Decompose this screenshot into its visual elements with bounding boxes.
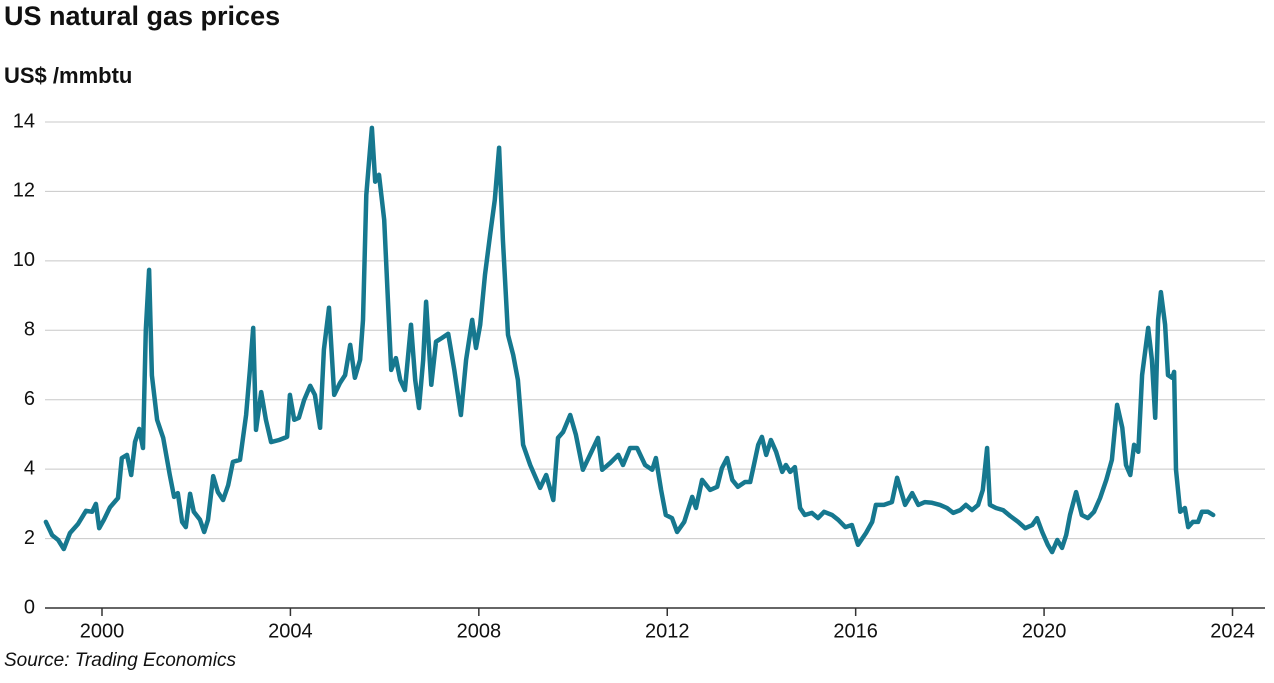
source-note: Source: Trading Economics xyxy=(4,650,236,671)
y-tick-label: 14 xyxy=(13,110,35,132)
x-tick-label: 2000 xyxy=(80,620,125,642)
y-tick-label: 10 xyxy=(13,249,35,271)
x-tick-label: 2012 xyxy=(645,620,690,642)
y-tick-label: 12 xyxy=(13,180,35,202)
y-axis-label: US$ /mmbtu xyxy=(4,63,132,88)
y-tick-label: 6 xyxy=(24,388,35,410)
x-tick-label: 2024 xyxy=(1210,620,1255,642)
x-tick-label: 2020 xyxy=(1022,620,1067,642)
y-tick-label: 2 xyxy=(24,527,35,549)
x-tick-label: 2016 xyxy=(833,620,878,642)
x-tick-label: 2004 xyxy=(268,620,313,642)
y-tick-label: 4 xyxy=(24,457,35,479)
x-tick-label: 2008 xyxy=(457,620,502,642)
y-tick-label: 0 xyxy=(24,596,35,618)
chart-title: US natural gas prices xyxy=(4,1,280,31)
y-tick-label: 8 xyxy=(24,319,35,341)
price-line xyxy=(43,125,1216,555)
